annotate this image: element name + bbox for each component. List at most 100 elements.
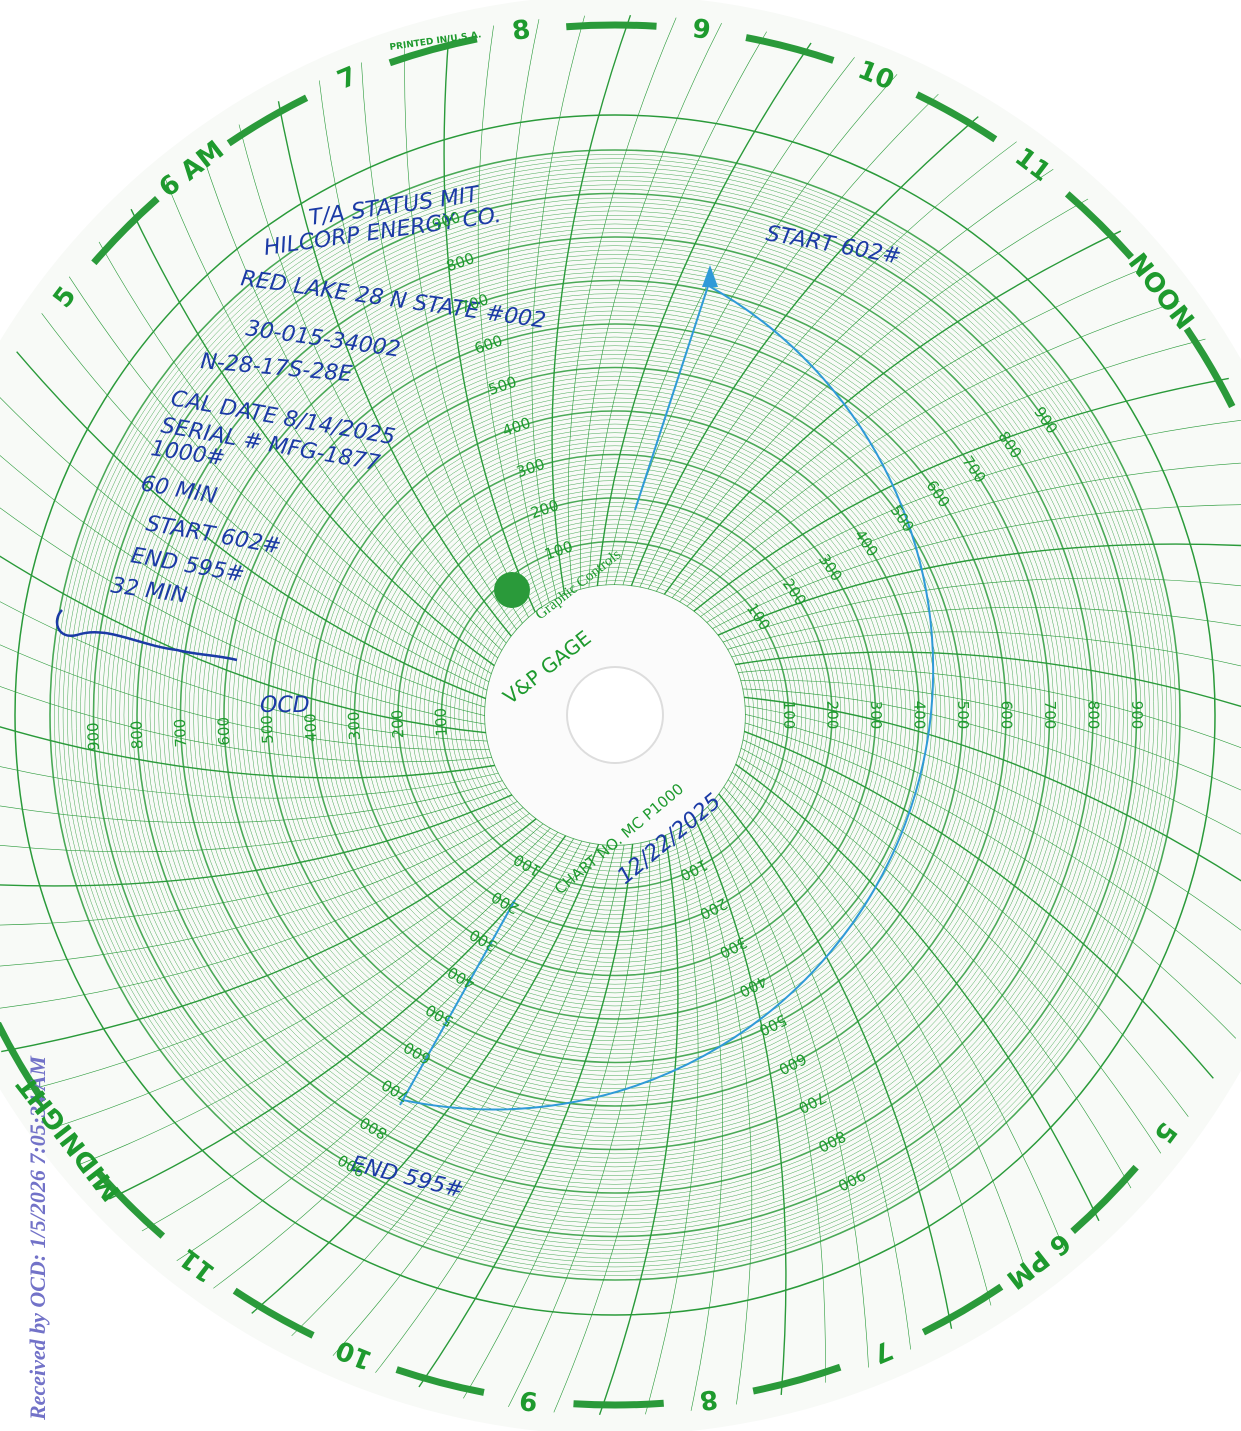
time-line xyxy=(0,555,487,734)
pressure-circle xyxy=(336,436,894,994)
time-line xyxy=(671,264,1152,599)
pressure-circle xyxy=(54,154,1176,1276)
pressure-label: 600 xyxy=(214,717,233,746)
pressure-circle xyxy=(101,201,1129,1229)
time-line xyxy=(0,794,513,887)
time-line xyxy=(734,651,1241,708)
hour-label: 9 xyxy=(691,14,713,46)
time-line xyxy=(718,793,953,1329)
pressure-circle xyxy=(136,236,1094,1194)
time-line xyxy=(78,831,559,1166)
time-line xyxy=(744,714,1241,985)
pressure-circle xyxy=(175,275,1055,1155)
pressure-circle xyxy=(123,223,1107,1207)
time-line xyxy=(176,840,583,1262)
pressure-label: 500 xyxy=(258,715,277,744)
pressure-label: 800 xyxy=(1085,701,1103,730)
time-line xyxy=(707,806,869,1368)
time-line xyxy=(24,823,544,1092)
time-line xyxy=(404,47,530,618)
pressure-label: 300 xyxy=(867,701,885,730)
hour-label: 9 xyxy=(518,1384,540,1416)
pressure-circle xyxy=(266,366,964,1064)
pressure-circle xyxy=(367,467,863,963)
time-line xyxy=(375,844,625,1373)
pressure-circle xyxy=(371,471,859,959)
time-line xyxy=(737,667,1241,748)
time-line xyxy=(579,23,722,590)
time-line xyxy=(108,834,567,1200)
time-line xyxy=(712,800,911,1350)
time-line xyxy=(731,631,1241,667)
time-line xyxy=(723,786,992,1306)
pressure-label: 300 xyxy=(345,711,364,740)
hour-band xyxy=(0,1021,47,1104)
hour-band xyxy=(573,1399,664,1409)
pressure-circle xyxy=(88,188,1142,1242)
pressure-circle xyxy=(289,389,941,1041)
hour-band xyxy=(1183,326,1236,409)
pressure-circle xyxy=(193,293,1037,1137)
pressure-circle xyxy=(310,410,920,1020)
time-line xyxy=(551,14,632,596)
hour-band xyxy=(921,1283,1004,1336)
pressure-circle xyxy=(428,528,802,902)
time-line xyxy=(0,601,488,742)
pressure-circle xyxy=(97,197,1133,1233)
time-line xyxy=(679,300,1180,603)
pressure-circle xyxy=(75,175,1155,1255)
hour-band xyxy=(1064,191,1134,260)
pressure-circle xyxy=(215,315,1015,1115)
pressure-circle xyxy=(249,349,981,1081)
pressure-circle xyxy=(188,288,1042,1142)
time-line xyxy=(717,543,1241,636)
pressure-circle xyxy=(315,415,915,1015)
pressure-label: 900 xyxy=(84,722,103,751)
time-line xyxy=(727,779,1030,1280)
time-line xyxy=(0,800,518,926)
pressure-label: 800 xyxy=(127,720,146,749)
time-line xyxy=(740,747,1162,1154)
pressure-circle xyxy=(323,423,907,1007)
pressure-circle xyxy=(341,441,889,989)
time-line xyxy=(630,116,979,587)
pressure-circle xyxy=(389,489,841,941)
pressure-circle xyxy=(62,162,1168,1268)
time-line xyxy=(98,241,492,675)
hour-band xyxy=(566,21,657,31)
time-line xyxy=(588,31,767,588)
time-line xyxy=(639,141,1017,588)
pressure-circle xyxy=(245,345,985,1085)
pressure-circle xyxy=(162,262,1068,1168)
time-line xyxy=(655,198,1089,592)
pressure-trace xyxy=(634,279,711,511)
time-line xyxy=(647,168,1054,590)
hour-band xyxy=(915,91,998,143)
pressure-circle xyxy=(58,158,1172,1272)
time-line xyxy=(332,844,616,1356)
time-line xyxy=(0,726,496,779)
pressure-circle xyxy=(167,267,1063,1163)
pressure-circle xyxy=(119,219,1111,1211)
pressure-circle xyxy=(397,497,833,933)
time-line xyxy=(734,763,1100,1222)
hour-band xyxy=(395,1366,485,1396)
time-line xyxy=(598,834,679,1416)
time-line xyxy=(477,25,543,608)
time-line xyxy=(744,722,1237,1039)
time-line xyxy=(130,208,496,667)
time-line xyxy=(700,420,1241,618)
time-line xyxy=(743,730,1214,1079)
hour-label: 8 xyxy=(510,15,532,47)
pressure-circle xyxy=(362,462,868,968)
pressure-circle xyxy=(384,484,846,946)
time-line xyxy=(687,822,753,1405)
time-line xyxy=(731,771,1066,1252)
pressure-circle xyxy=(302,402,928,1028)
pressure-circle xyxy=(141,241,1089,1189)
pressure-circle xyxy=(92,192,1138,1238)
time-line xyxy=(614,74,898,586)
pressure-label: 700 xyxy=(1041,701,1059,730)
received-stamp: Received by OCD: 1/5/2026 7:05:34 AM xyxy=(25,1055,50,1421)
